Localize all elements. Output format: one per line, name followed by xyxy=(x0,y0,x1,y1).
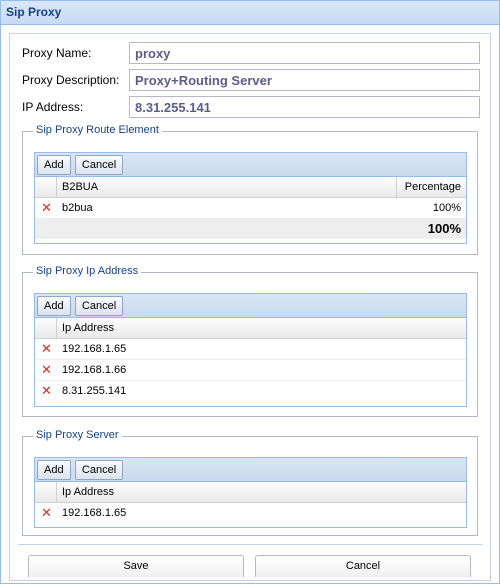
percentage-total: 100% xyxy=(427,221,461,236)
proxy-name-input[interactable] xyxy=(129,42,480,64)
form-body: Proxy Name: Proxy Description: IP Addres… xyxy=(9,33,491,581)
save-button[interactable]: Save xyxy=(28,555,244,577)
route-grid-header: B2BUA Percentage xyxy=(35,177,466,198)
table-row[interactable]: ✕ 192.168.1.66 xyxy=(35,360,466,381)
proxy-description-input[interactable] xyxy=(129,69,480,91)
route-element-legend: Sip Proxy Route Element xyxy=(33,124,162,136)
ip-address-grid: Add Cancel Ip Address ✕ 192.168.1.65 ✕ 1… xyxy=(34,293,467,407)
server-add-button[interactable]: Add xyxy=(37,460,71,480)
route-add-button[interactable]: Add xyxy=(37,155,71,175)
server-cancel-button[interactable]: Cancel xyxy=(74,460,124,480)
route-cancel-button[interactable]: Cancel xyxy=(74,155,124,175)
server-toolbar: Add Cancel xyxy=(35,458,466,482)
summary-row: 100% xyxy=(35,219,466,239)
route-element-fieldset: Sip Proxy Route Element Add Cancel B2BUA… xyxy=(22,124,478,255)
ip-cancel-button[interactable]: Cancel xyxy=(74,296,124,316)
ip-address-cell: 8.31.255.141 xyxy=(62,385,127,397)
server-fieldset: Sip Proxy Server Add Cancel Ip Address ✕… xyxy=(22,429,478,536)
b2bua-cell: b2bua xyxy=(62,202,93,214)
cancel-button[interactable]: Cancel xyxy=(255,555,471,577)
ip-grid-header: Ip Address xyxy=(35,318,466,339)
proxy-description-label: Proxy Description: xyxy=(22,73,120,87)
ip-address-row: IP Address: xyxy=(22,96,480,118)
proxy-name-label: Proxy Name: xyxy=(22,46,92,60)
header-action-cell xyxy=(35,177,57,197)
ip-add-button[interactable]: Add xyxy=(37,296,71,316)
ip-address-label: IP Address: xyxy=(22,100,84,114)
table-row[interactable]: ✕ 192.168.1.65 xyxy=(35,503,466,524)
delete-x-icon[interactable]: ✕ xyxy=(41,341,52,356)
ip-address-cell: 192.168.1.66 xyxy=(62,364,127,376)
server-ip-cell: 192.168.1.65 xyxy=(62,507,127,519)
percentage-cell: 100% xyxy=(432,202,461,214)
proxy-description-row: Proxy Description: xyxy=(22,69,480,91)
route-element-toolbar: Add Cancel xyxy=(35,153,466,177)
delete-x-icon[interactable]: ✕ xyxy=(41,200,52,215)
ip-address-fieldset: Sip Proxy Ip Address Add Cancel Ip Addre… xyxy=(22,265,478,417)
header-action-cell xyxy=(35,318,57,338)
column-header-percentage[interactable]: Percentage xyxy=(396,177,466,197)
window-title: Sip Proxy xyxy=(1,1,499,25)
ip-address-cell: 192.168.1.65 xyxy=(62,343,127,355)
table-row[interactable]: ✕ 192.168.1.65 xyxy=(35,339,466,360)
ip-address-legend: Sip Proxy Ip Address xyxy=(33,265,142,277)
column-header-ip-address[interactable]: Ip Address xyxy=(62,322,114,334)
column-header-ip-address[interactable]: Ip Address xyxy=(62,486,114,498)
server-grid-header: Ip Address xyxy=(35,482,466,503)
server-grid: Add Cancel Ip Address ✕ 192.168.1.65 xyxy=(34,457,467,528)
delete-x-icon[interactable]: ✕ xyxy=(41,362,52,377)
proxy-name-row: Proxy Name: xyxy=(22,42,480,64)
server-legend: Sip Proxy Server xyxy=(33,429,122,441)
delete-x-icon[interactable]: ✕ xyxy=(41,383,52,398)
footer-bar: Save Cancel xyxy=(18,544,483,582)
delete-x-icon[interactable]: ✕ xyxy=(41,505,52,520)
route-element-grid: Add Cancel B2BUA Percentage ✕ b2bua 100%… xyxy=(34,152,467,244)
ip-address-toolbar: Add Cancel xyxy=(35,294,466,318)
ip-address-input[interactable] xyxy=(129,96,480,118)
header-action-cell xyxy=(35,482,57,502)
table-row[interactable]: ✕ 8.31.255.141 xyxy=(35,381,466,402)
table-row[interactable]: ✕ b2bua 100% xyxy=(35,198,466,219)
column-header-b2bua[interactable]: B2BUA xyxy=(62,181,99,193)
